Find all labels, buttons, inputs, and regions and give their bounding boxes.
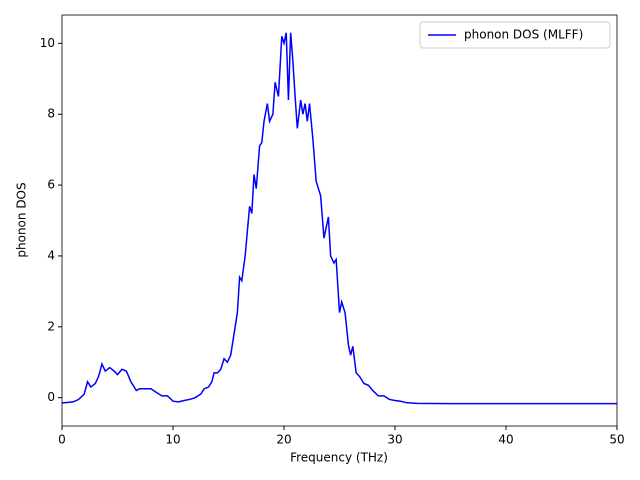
x-tick-label: 0 <box>58 433 66 447</box>
y-tick-label: 2 <box>47 319 55 333</box>
x-tick-label: 30 <box>387 433 402 447</box>
x-tick-label: 20 <box>276 433 291 447</box>
x-tick-label: 40 <box>498 433 513 447</box>
legend-label: phonon DOS (MLFF) <box>464 28 583 42</box>
y-tick-label: 4 <box>47 248 55 262</box>
legend-box <box>419 21 611 49</box>
y-axis-label: phonon DOS <box>15 182 29 257</box>
plot-frame <box>61 14 618 427</box>
x-axis-label: Frequency (THz) <box>290 451 388 465</box>
y-tick-label: 0 <box>47 390 55 404</box>
y-tick-label: 8 <box>47 107 55 121</box>
x-tick-label: 10 <box>165 433 180 447</box>
y-tick-label: 10 <box>40 36 55 50</box>
data-line <box>61 32 617 405</box>
x-tick-label: 50 <box>609 433 624 447</box>
y-tick-label: 6 <box>47 178 55 192</box>
